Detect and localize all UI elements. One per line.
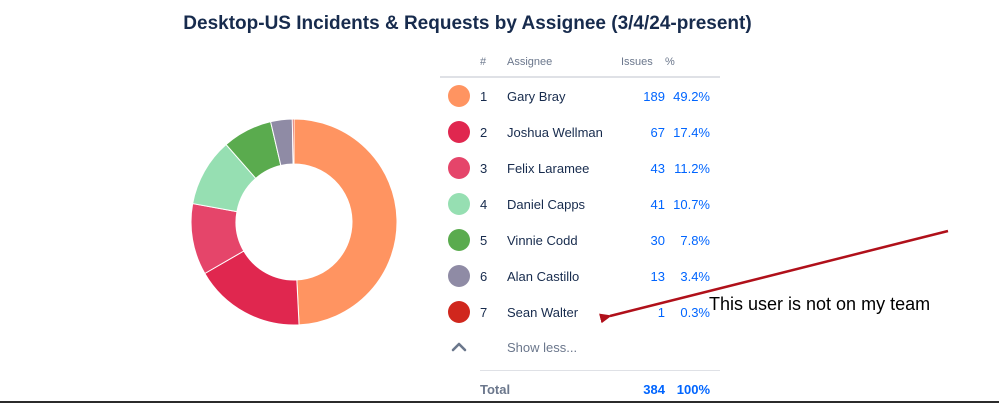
annotation-text: This user is not on my team xyxy=(709,294,930,315)
divider xyxy=(0,401,999,403)
